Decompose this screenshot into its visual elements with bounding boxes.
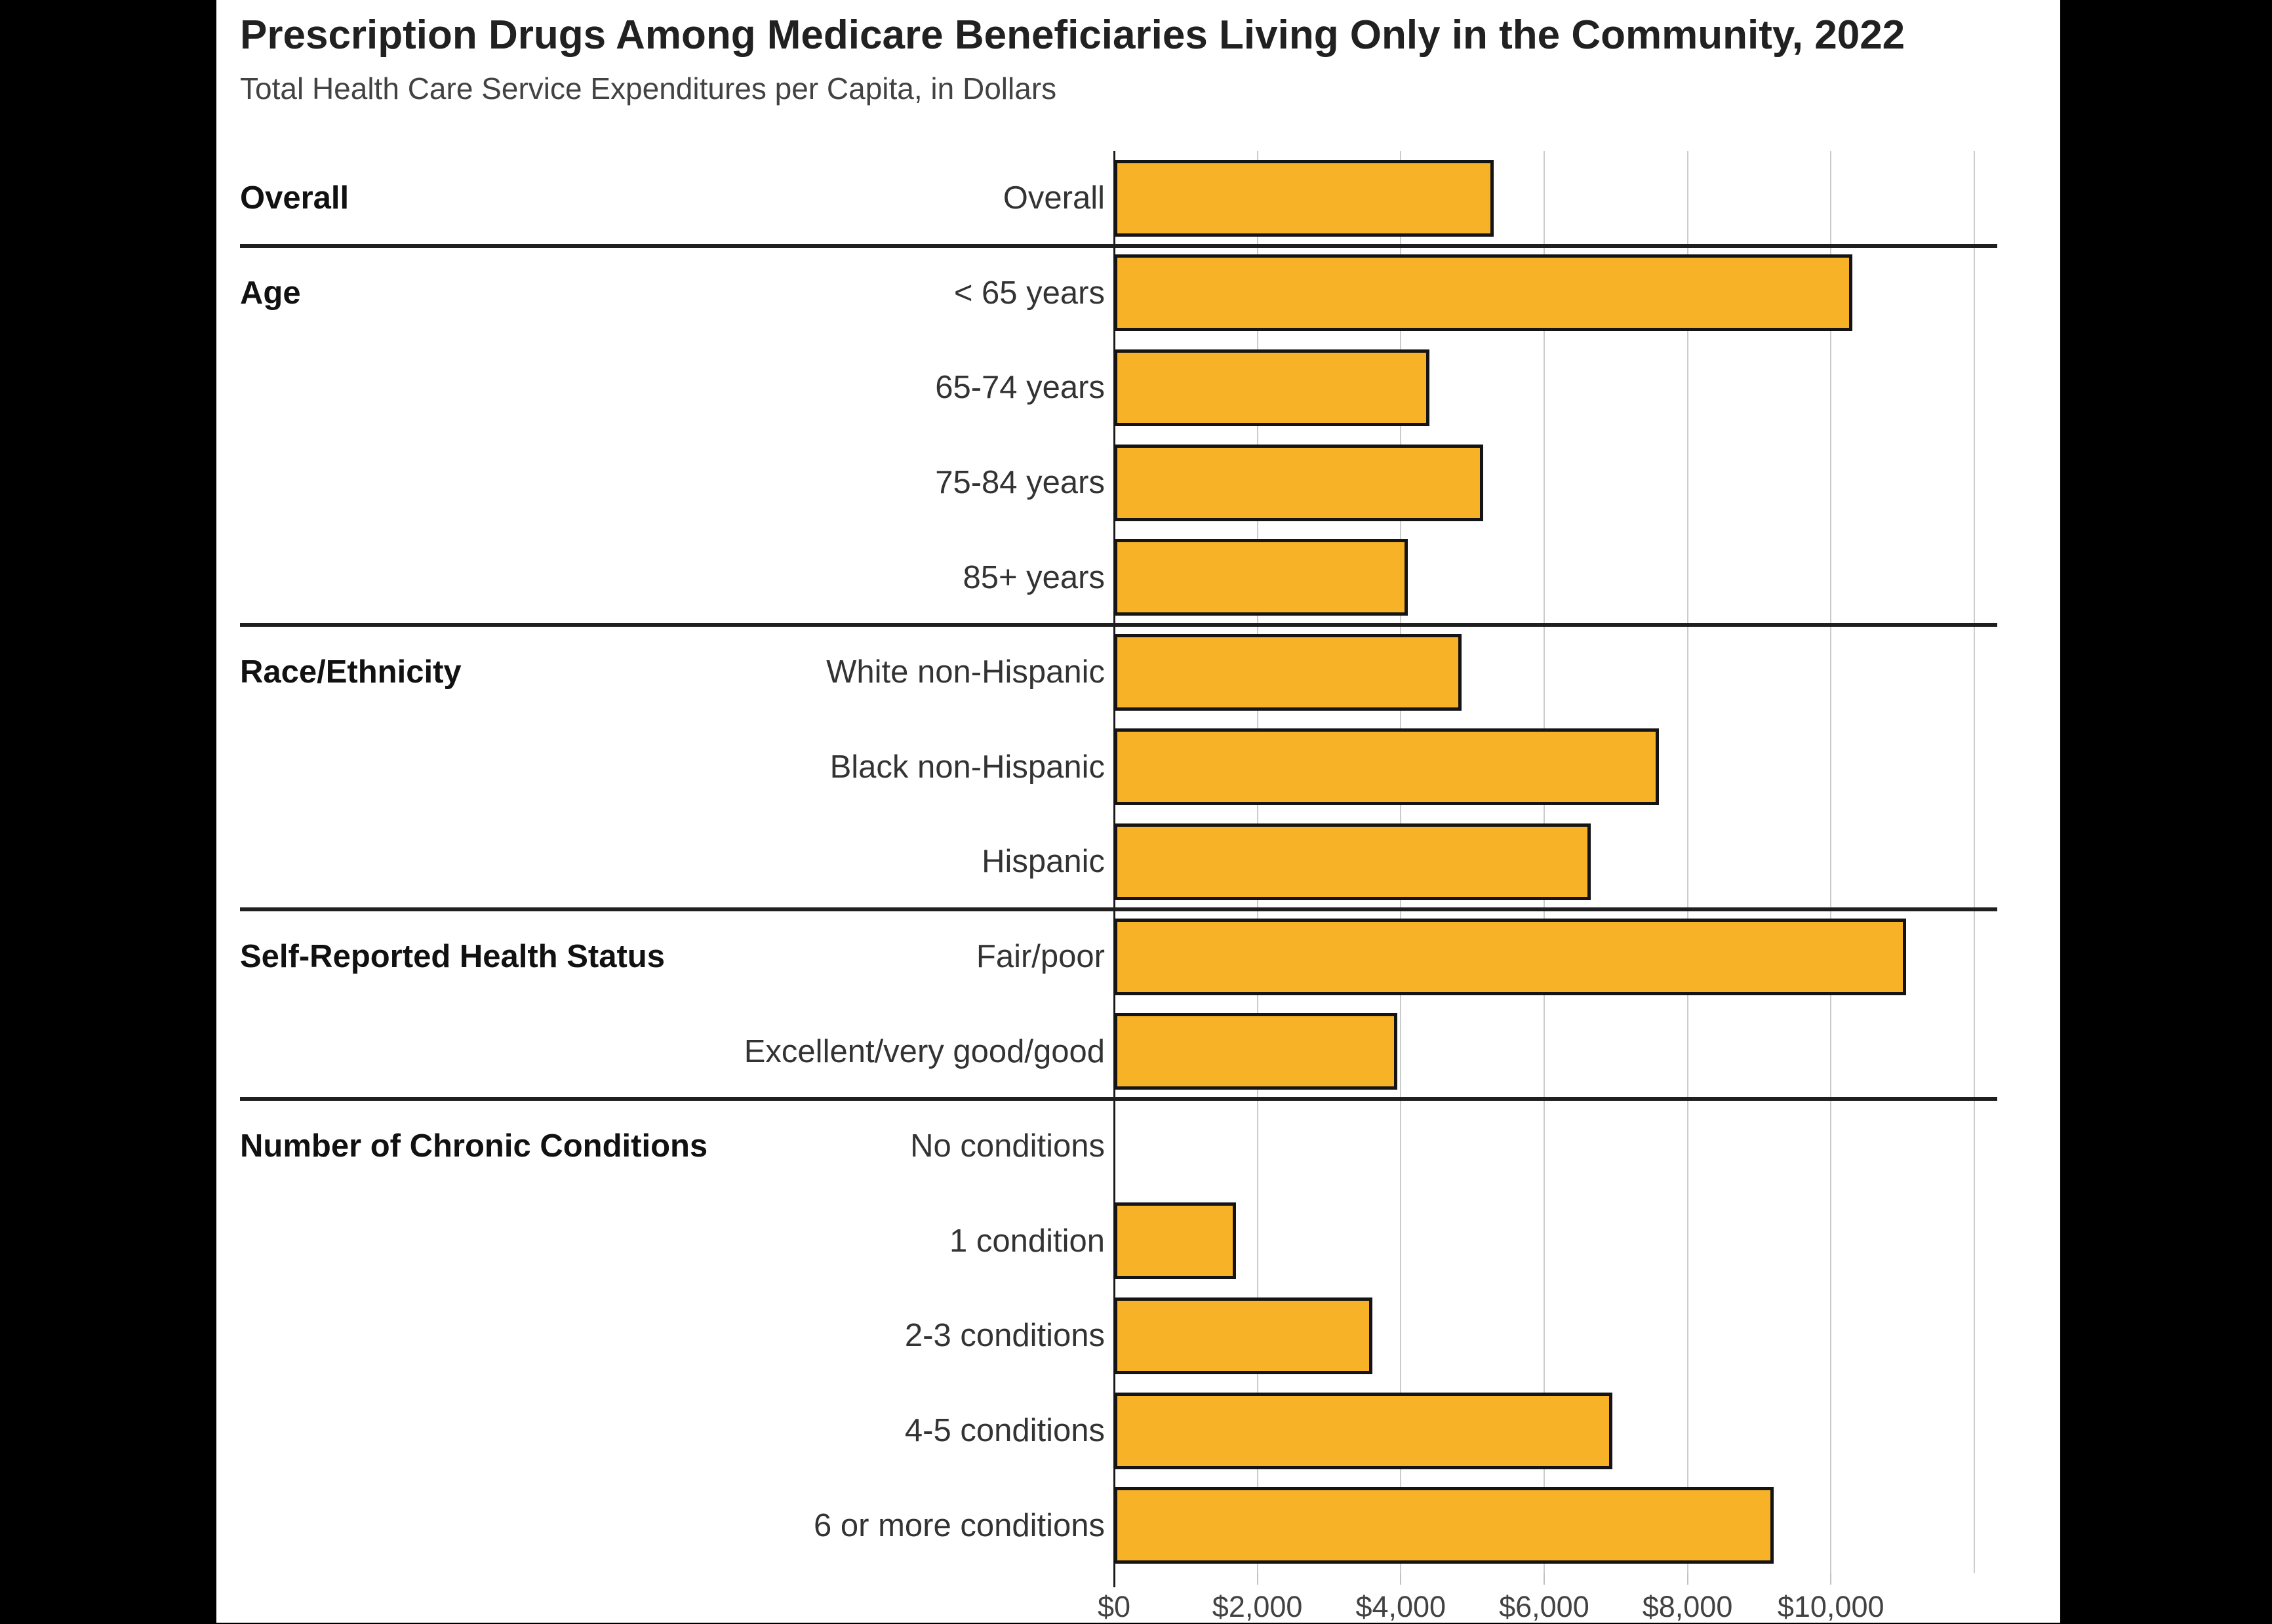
x-gridline [1973,151,1975,1573]
x-tick-mark [1543,1573,1545,1585]
x-tick-label: $8,000 [1642,1590,1733,1623]
row-label: 1 condition [949,1223,1105,1259]
row-label: Overall [1003,180,1105,216]
group-separator [240,907,1997,911]
x-tick-mark [1686,1573,1688,1585]
bar [1114,1202,1236,1280]
x-tick-label: $0 [1097,1590,1131,1623]
row-label: < 65 years [953,275,1105,311]
bar [1114,1487,1774,1564]
row-label: 6 or more conditions [814,1507,1105,1543]
group-label: Number of Chronic Conditions [240,1128,708,1164]
x-tick-mark [1256,1573,1258,1585]
bar [1114,444,1483,521]
bar [1114,1013,1397,1090]
row-label: Black non-Hispanic [829,749,1105,785]
x-tick-label: $6,000 [1499,1590,1589,1623]
chart-canvas: Prescription Drugs Among Medicare Benefi… [216,0,2060,1623]
row-label: Hispanic [982,844,1105,880]
row-label: White non-Hispanic [826,654,1105,690]
group-label: Overall [240,180,349,216]
bar [1114,823,1591,900]
row-label: 65-74 years [935,370,1105,406]
row-label: 85+ years [963,559,1105,595]
bar [1114,1297,1372,1374]
bar [1114,728,1659,806]
row-label: Fair/poor [976,939,1105,975]
x-tick-mark [1830,1573,1832,1585]
x-tick-label: $10,000 [1777,1590,1884,1623]
group-label: Self-Reported Health Status [240,939,665,975]
chart-title: Prescription Drugs Among Medicare Benefi… [240,12,1905,58]
x-gridline [1686,151,1688,1573]
chart-subtitle: Total Health Care Service Expenditures p… [240,71,1057,106]
bar [1114,918,1906,995]
group-separator [240,1097,1997,1101]
group-label: Age [240,275,301,311]
bar [1114,633,1462,711]
x-gridline [1830,151,1832,1573]
row-label: No conditions [910,1128,1105,1164]
row-label: 4-5 conditions [904,1413,1105,1449]
bar [1114,349,1429,426]
bar [1114,159,1494,237]
bar [1114,1392,1612,1469]
row-label: 2-3 conditions [904,1318,1105,1354]
x-tick-label: $2,000 [1212,1590,1303,1623]
bar [1114,254,1852,332]
x-tick-label: $4,000 [1355,1590,1446,1623]
bar [1114,539,1408,616]
row-label: Excellent/very good/good [744,1033,1105,1069]
group-separator [240,243,1997,248]
group-separator [240,623,1997,627]
group-label: Race/Ethnicity [240,654,462,690]
x-tick-mark [1400,1573,1402,1585]
row-label: 75-84 years [935,465,1105,501]
